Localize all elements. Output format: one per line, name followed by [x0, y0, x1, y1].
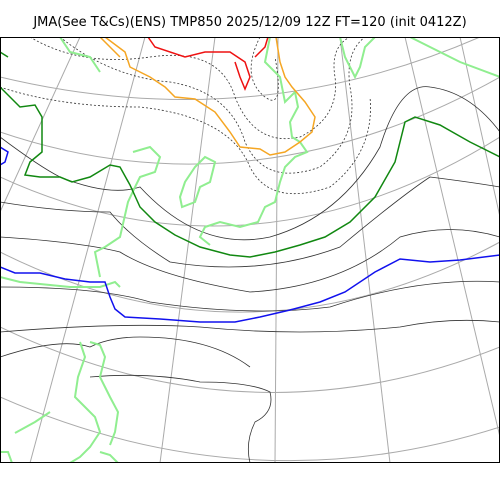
- isotherm-contours-dotted: [0, 37, 371, 194]
- contour-line: [0, 336, 251, 368]
- parallel-line: [0, 76, 500, 165]
- contour-line: [250, 37, 279, 101]
- isotherm-blue: [0, 146, 500, 323]
- isotherm-green: [0, 51, 500, 258]
- isotherm-line: [0, 86, 500, 258]
- contour-line: [0, 176, 500, 268]
- parallel-line: [0, 37, 481, 100]
- coastline: [89, 341, 120, 446]
- coastline: [0, 276, 121, 288]
- parallel-line: [0, 326, 500, 393]
- parallel-line: [0, 241, 500, 313]
- isotherm-line: [104, 37, 316, 156]
- coastline: [59, 37, 101, 73]
- contour-line: [0, 319, 500, 333]
- meridian-line: [159, 37, 216, 463]
- contour-line: [29, 37, 351, 139]
- map-panel: [0, 37, 500, 463]
- map-title: JMA(See T&Cs)(ENS) TMP850 2025/12/09 12Z…: [33, 15, 467, 30]
- meridian-line: [459, 37, 500, 218]
- coastline: [93, 145, 162, 278]
- contour-line: [0, 229, 500, 293]
- meridian-line: [29, 37, 146, 463]
- temperature-map: [0, 37, 500, 463]
- coastline: [0, 451, 13, 463]
- coastline: [14, 411, 51, 434]
- coastline: [69, 341, 102, 463]
- parallel-line: [0, 396, 500, 462]
- coastline: [198, 37, 309, 246]
- isotherm-line: [254, 37, 269, 58]
- contour-line: [0, 280, 500, 312]
- isotherm-red: [147, 37, 269, 91]
- contour-line: [0, 86, 371, 194]
- isotherm-line: [0, 254, 500, 323]
- isotherm-line: [99, 37, 121, 58]
- isotherm-line: [147, 37, 251, 91]
- coastline: [99, 451, 119, 463]
- coastlines: [0, 37, 500, 463]
- coastline: [178, 155, 217, 209]
- contour-line: [59, 37, 366, 174]
- meridian-line: [404, 37, 500, 438]
- contour-line: [0, 86, 500, 241]
- meridian-line: [339, 37, 391, 463]
- meridian-line: [274, 37, 279, 463]
- meridian-line: [0, 37, 81, 213]
- coastline: [409, 37, 500, 78]
- isotherm-orange: [99, 37, 316, 156]
- isotherm-line: [0, 146, 9, 166]
- isotherm-line: [0, 51, 9, 58]
- graticule-meridians: [0, 37, 500, 463]
- contour-line: [89, 374, 272, 463]
- isotherm-contours-solid: [0, 86, 500, 463]
- coastline: [339, 37, 376, 80]
